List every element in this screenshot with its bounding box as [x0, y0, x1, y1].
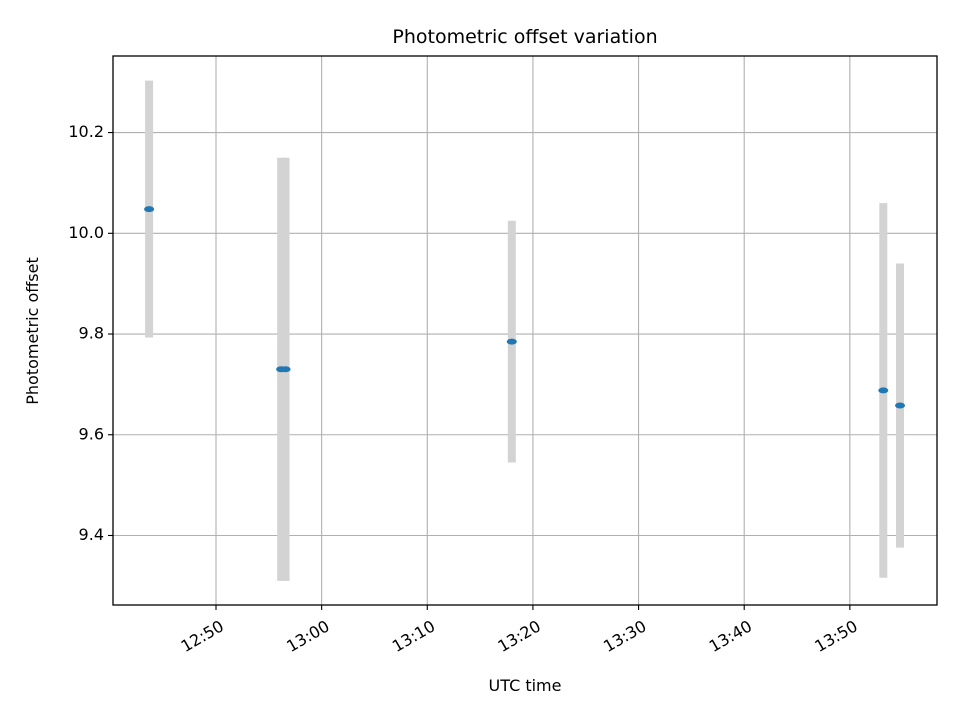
y-tick-label: 9.6 [79, 424, 104, 443]
y-tick-label: 10.2 [68, 122, 104, 141]
data-point [506, 338, 517, 345]
y-axis: 9.4 9.6 9.8 10.0 10.2 [68, 122, 113, 544]
grid [113, 56, 937, 605]
data-points [144, 206, 906, 409]
x-axis-label: UTC time [489, 676, 562, 695]
y-tick-label: 9.4 [79, 525, 104, 544]
data-point [895, 402, 906, 409]
data-point [878, 387, 889, 394]
chart-title: Photometric offset variation [392, 26, 657, 48]
y-tick-label: 10.0 [68, 223, 104, 242]
data-point [144, 206, 155, 213]
y-tick-label: 9.8 [79, 324, 104, 343]
plot-frame [112, 55, 938, 606]
y-axis-label: Photometric offset [23, 257, 42, 405]
data-point [280, 366, 291, 373]
